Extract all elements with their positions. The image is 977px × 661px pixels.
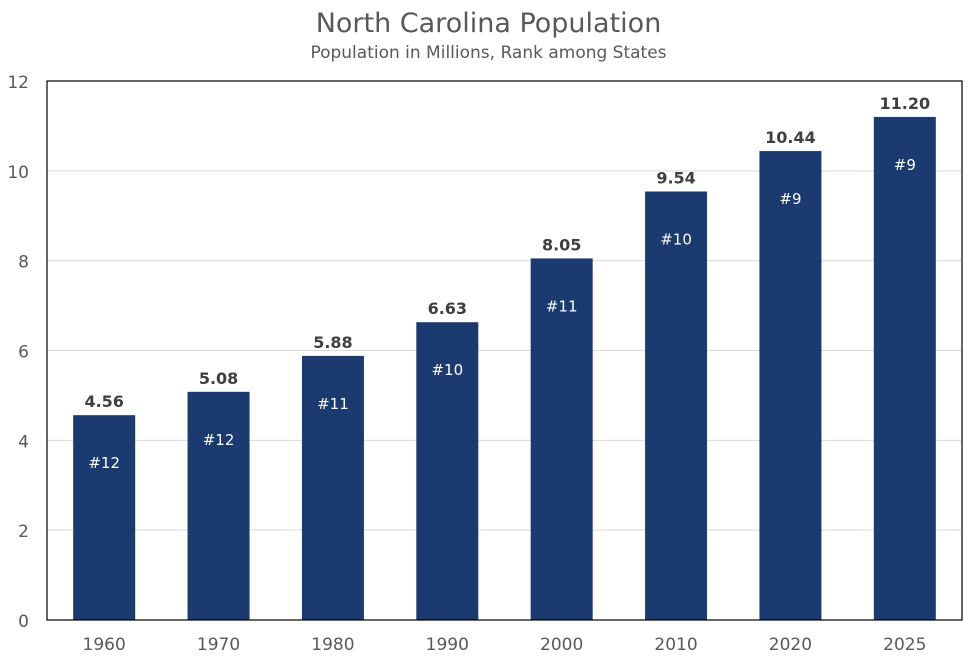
y-tick-label: 10 [7,163,29,183]
bar [873,116,936,620]
y-tick-label: 12 [7,73,29,93]
bar [530,258,593,620]
x-tick-label: 1990 [426,635,469,655]
value-label: 8.05 [542,235,581,254]
value-label: 10.44 [765,128,816,147]
x-tick-label: 1970 [197,635,240,655]
bar [187,391,250,620]
x-tick-label: 1960 [83,635,126,655]
value-label: 5.08 [199,369,238,388]
rank-label: #10 [660,230,692,248]
y-tick-label: 4 [18,432,29,452]
data-labels: 4.56 #12 5.08 #12 5.88 #11 6.63 #10 8.05 #11 9.54 #… [84,94,930,472]
plot-frame [46,80,963,621]
axes: 0 2 4 6 8 10 12 1960 1970 1980 1990 2000 2010 2020 202… [7,73,963,655]
bar [301,355,364,620]
rank-label: #11 [546,297,578,315]
value-label: 4.56 [84,392,123,411]
x-tick-label: 2000 [540,635,583,655]
rank-label: #9 [779,190,801,208]
bars [73,116,936,620]
bar [73,415,136,620]
x-tick-label: 2010 [654,635,697,655]
bar [645,191,708,620]
rank-label: #11 [317,395,349,413]
y-tick-label: 0 [18,612,29,632]
value-label: 11.20 [880,94,931,113]
rank-label: #10 [431,361,463,379]
bar [416,322,479,620]
value-label: 5.88 [313,333,352,352]
y-tick-label: 6 [18,343,29,363]
rank-label: #9 [894,156,916,174]
rank-label: #12 [88,454,120,472]
x-tick-label: 2020 [769,635,812,655]
rank-label: #12 [203,431,235,449]
x-tick-label: 2025 [883,635,926,655]
bar [759,151,822,620]
gridlines [47,170,962,531]
value-label: 6.63 [428,299,467,318]
chart-subtitle: Population in Millions, Rank among State… [310,43,667,63]
chart-title: North Carolina Population [315,8,662,39]
value-label: 9.54 [656,168,695,187]
y-tick-label: 8 [18,253,29,273]
y-tick-label: 2 [18,522,29,542]
x-tick-label: 1980 [311,635,354,655]
